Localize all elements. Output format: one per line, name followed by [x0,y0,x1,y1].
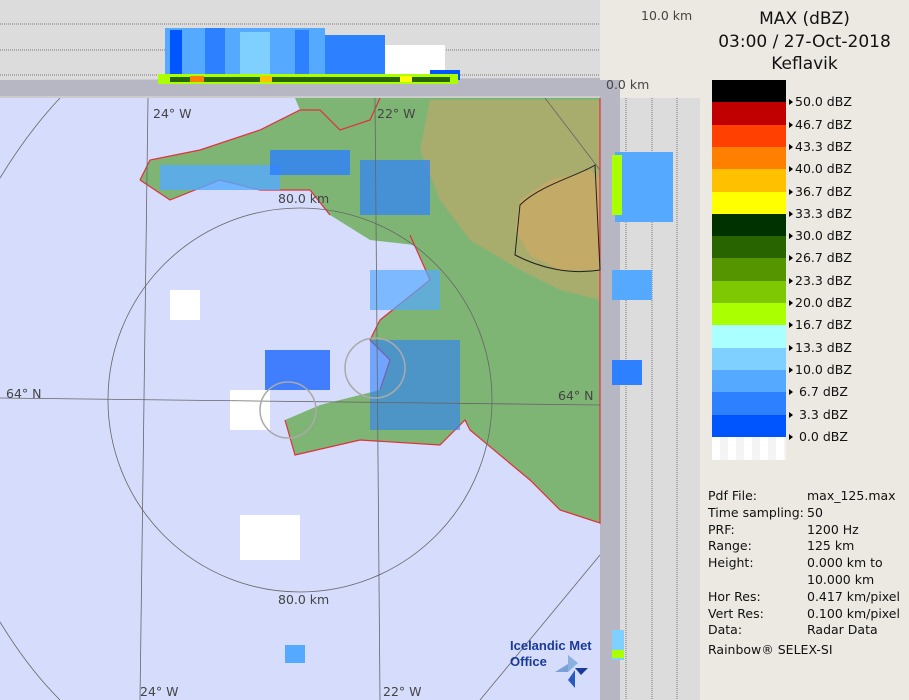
range-rings [0,97,493,700]
scale-band [712,303,786,326]
lon-label: 22° W [377,106,416,121]
scale-band [712,236,786,259]
scale-label: 40.0 dBZ [789,162,852,176]
info-value: 0.417 km/pixel [807,588,900,604]
radar-map: 24° W 22° W 24° W 22° W 64° N 64° N 80.0… [0,0,700,700]
graticule [0,97,601,700]
lon-label: 24° W [140,684,179,699]
scale-label: 46.7 dBZ [789,117,852,132]
scale-label: 10.0 dBZ [789,362,852,377]
svg-text:Office: Office [510,654,547,669]
height-label-top: 10.0 km [641,8,692,23]
scale-band [712,80,786,103]
lat-label: 64° N [6,386,41,401]
land [140,98,600,523]
scale-band [712,414,786,438]
info-key: Data: [708,622,743,638]
scale-label: 33.3 dBZ [789,206,852,221]
range-label: 80.0 km [278,191,329,206]
scale-label: 13.3 dBZ [789,340,852,355]
info-value: 1200 Hz [807,521,859,537]
outer-range-ring-arc [0,97,61,179]
lon-label: 22° W [383,684,422,699]
lon-label: 24° W [153,106,192,121]
site-name: Keflavik [771,54,838,74]
info-value: 125 km [807,538,855,554]
scale-band [712,347,786,371]
scale-band [712,369,786,393]
scale-band [712,191,786,215]
scale-label: 16.7 dBZ [789,318,852,332]
info-key: Height: [708,555,754,571]
scale-band [712,280,786,304]
svg-text:Icelandic Met: Icelandic Met [510,638,592,653]
scale-band [712,325,786,349]
scale-band [712,146,786,170]
info-key: Pdf File: [708,488,757,503]
top-echoes [158,28,460,84]
scale-label: 0.0 dBZ [789,429,848,444]
range-label: 80.0 km [278,592,329,607]
height-label-bottom: 0.0 km [606,77,649,92]
map-echoes [160,150,460,663]
side-echoes [612,152,673,660]
footer-credit: Rainbow® SELEX-SI [708,642,833,657]
lat-label: 64° N [558,388,593,403]
info-key: PRF: [708,521,735,537]
scale-label: 23.3 dBZ [789,273,852,288]
scale-label: 50.0 dBZ [789,95,852,109]
info-value: 50 [807,504,823,520]
scale-label: 36.7 dBZ [789,184,852,199]
scale-label: 26.7 dBZ [789,251,852,265]
scale-band [712,213,786,237]
scale-band [712,124,786,148]
info-value: 10.000 km [807,571,875,587]
scale-label: 30.0 dBZ [789,229,852,243]
info-key: Hor Res: [708,588,761,604]
scale-band [712,436,786,460]
product-title: MAX (dBZ) [759,9,850,29]
imo-logo: Icelandic Met Office [510,638,592,688]
datetime: 03:00 / 27-Oct-2018 [718,32,891,52]
scale-band [712,102,786,126]
scale-label: 3.3 dBZ [789,407,848,422]
scale-band [712,392,786,415]
info-value: Radar Data [807,622,878,638]
scale-label: 43.3 dBZ [789,139,852,154]
scale-label: 6.7 dBZ [789,385,848,399]
info-key: Time sampling: [708,504,804,520]
info-value: 0.000 km to [807,555,883,571]
outer-range-ring-arc [0,621,61,700]
glacier-outline [514,164,601,273]
info-value: 0.100 km/pixel [807,605,900,621]
info-value: max_125.max [807,488,896,503]
scale-band [712,258,786,282]
legend-panel: MAX (dBZ) 03:00 / 27-Oct-2018 Keflavik 5… [700,0,909,700]
info-key: Vert Res: [708,605,764,621]
scale-band [712,169,786,192]
scale-label: 20.0 dBZ [789,296,852,310]
info-key: Range: [708,538,752,554]
